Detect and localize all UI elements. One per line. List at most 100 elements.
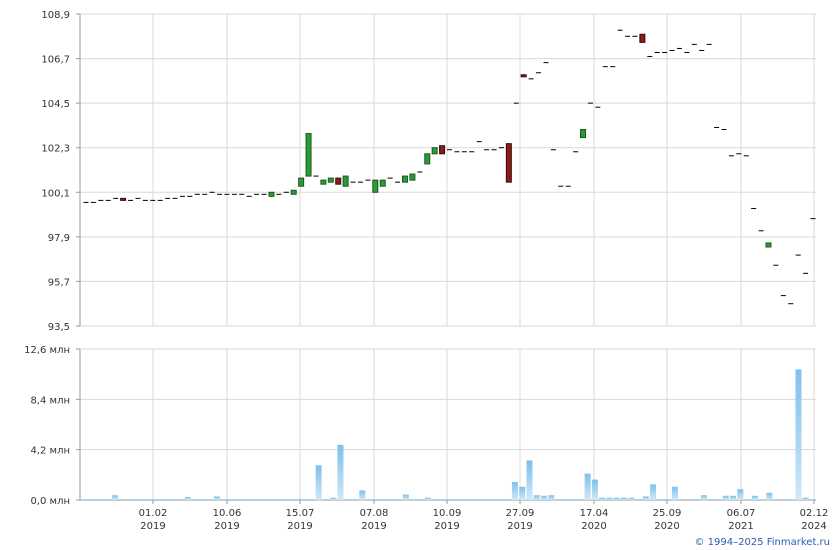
volume-bar[interactable] (446, 499, 453, 500)
price-candle[interactable] (224, 193, 230, 195)
volume-bar[interactable] (279, 499, 286, 500)
price-candle[interactable] (550, 149, 556, 151)
volume-bar[interactable] (308, 499, 315, 500)
price-candle[interactable] (625, 35, 631, 37)
price-candle[interactable] (409, 173, 416, 181)
price-candle[interactable] (602, 66, 608, 68)
price-candle[interactable] (610, 66, 616, 68)
volume-bar[interactable] (424, 497, 431, 500)
price-candle[interactable] (803, 272, 809, 274)
volume-bar[interactable] (497, 499, 504, 500)
price-candle[interactable] (788, 303, 794, 305)
volume-bar[interactable] (148, 499, 155, 500)
price-candle[interactable] (714, 126, 720, 128)
price-candle[interactable] (313, 175, 319, 177)
price-candle[interactable] (595, 106, 601, 108)
price-candle[interactable] (254, 193, 260, 195)
price-candle[interactable] (765, 242, 772, 248)
price-candle[interactable] (654, 51, 660, 53)
volume-bar[interactable] (359, 490, 366, 500)
price-candle[interactable] (676, 47, 682, 49)
price-candle[interactable] (706, 43, 712, 45)
volume-bar[interactable] (635, 499, 642, 500)
price-candle[interactable] (505, 143, 512, 183)
price-candle[interactable] (699, 49, 705, 51)
price-candle[interactable] (83, 201, 89, 203)
price-candle[interactable] (327, 177, 334, 183)
volume-bar[interactable] (431, 499, 438, 500)
volume-bar[interactable] (606, 497, 613, 500)
price-candle[interactable] (98, 199, 104, 201)
volume-bar[interactable] (228, 499, 235, 500)
price-candle[interactable] (209, 191, 215, 193)
volume-bar[interactable] (315, 465, 322, 500)
volume-bar[interactable] (759, 499, 766, 500)
price-candle[interactable] (469, 151, 475, 153)
volume-bar[interactable] (541, 495, 548, 500)
volume-bar[interactable] (657, 499, 664, 500)
price-candle[interactable] (639, 33, 646, 43)
price-candle[interactable] (780, 295, 786, 297)
price-candle[interactable] (773, 264, 779, 266)
volume-bar[interactable] (97, 499, 104, 500)
price-candle[interactable] (105, 199, 111, 201)
volume-bar[interactable] (221, 499, 228, 500)
volume-bar[interactable] (170, 499, 177, 500)
volume-bar[interactable] (162, 499, 169, 500)
price-candle[interactable] (395, 181, 401, 183)
volume-bar[interactable] (468, 499, 475, 500)
volume-bar[interactable] (133, 499, 140, 500)
volume-bar[interactable] (199, 499, 206, 500)
price-candle[interactable] (587, 102, 593, 104)
price-candle[interactable] (617, 29, 623, 31)
price-candle[interactable] (261, 193, 267, 195)
volume-bar[interactable] (577, 499, 584, 500)
volume-bar[interactable] (410, 499, 417, 500)
volume-bar[interactable] (337, 444, 344, 500)
price-candle[interactable] (217, 193, 223, 195)
volume-bar[interactable] (795, 369, 802, 500)
volume-bar[interactable] (373, 499, 380, 500)
price-candle[interactable] (379, 179, 386, 187)
price-candle[interactable] (165, 197, 171, 199)
price-candle[interactable] (239, 193, 245, 195)
price-candle[interactable] (268, 191, 275, 197)
volume-bar[interactable] (519, 486, 526, 500)
volume-bar[interactable] (264, 499, 271, 500)
volume-bar[interactable] (620, 497, 627, 500)
volume-bar[interactable] (766, 492, 773, 500)
credit-text[interactable]: © 1994–2025 Finmarket.ru (694, 537, 830, 548)
price-candle[interactable] (565, 185, 571, 187)
volume-bar[interactable] (402, 494, 409, 500)
price-candle[interactable] (357, 181, 363, 183)
price-candle[interactable] (157, 199, 163, 201)
volume-bar[interactable] (693, 499, 700, 500)
price-candle[interactable] (179, 195, 185, 197)
price-candle[interactable] (90, 201, 96, 203)
volume-bar[interactable] (83, 499, 89, 500)
volume-bar[interactable] (650, 484, 657, 500)
price-candle[interactable] (283, 191, 289, 193)
volume-bar[interactable] (126, 499, 133, 500)
volume-bar[interactable] (206, 499, 213, 500)
price-candle[interactable] (424, 153, 431, 165)
price-candle[interactable] (298, 177, 305, 187)
volume-bar[interactable] (482, 499, 489, 500)
price-candle[interactable] (528, 78, 534, 80)
volume-bar[interactable] (780, 499, 787, 500)
price-candle[interactable] (580, 128, 587, 139)
volume-bar[interactable] (730, 495, 737, 500)
volume-bar[interactable] (810, 499, 816, 500)
price-candle[interactable] (543, 62, 549, 64)
price-candle[interactable] (401, 175, 408, 183)
volume-bar[interactable] (112, 495, 119, 500)
volume-bar[interactable] (613, 497, 620, 500)
price-candle[interactable] (520, 74, 527, 78)
price-candle[interactable] (290, 189, 297, 195)
volume-bar[interactable] (802, 497, 809, 500)
price-candle[interactable] (728, 155, 734, 157)
volume-bar[interactable] (751, 495, 758, 500)
price-candle[interactable] (276, 193, 282, 195)
volume-bar[interactable] (213, 496, 220, 500)
volume-bar[interactable] (708, 499, 715, 500)
